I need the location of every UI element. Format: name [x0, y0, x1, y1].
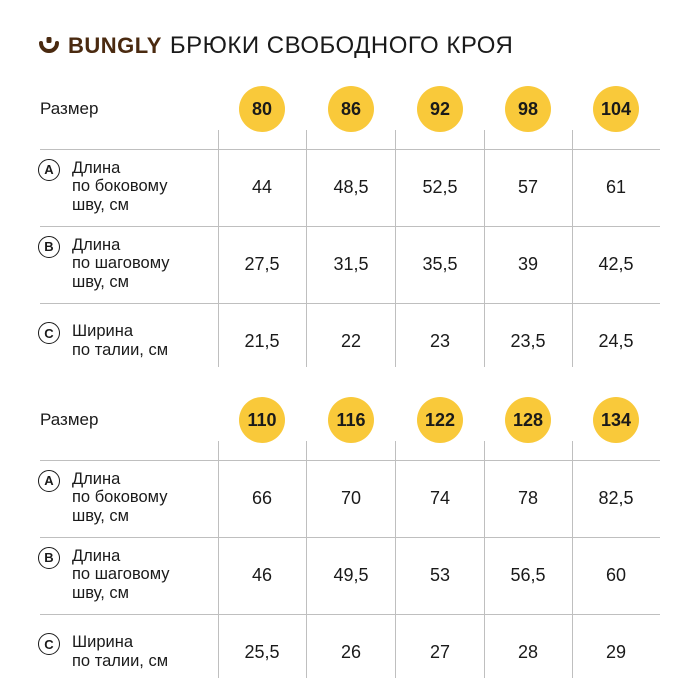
table-cell: 23,5 [510, 330, 546, 351]
measure-label-line: Ширина [72, 633, 134, 651]
measure-label: Длина по боковому шву, см [72, 159, 212, 215]
column-divider [484, 441, 485, 678]
measure-letter-badge: A [38, 469, 60, 492]
table-cell: 35,5 [422, 253, 458, 274]
row-divider [40, 303, 660, 304]
table-cell: 28 [517, 641, 539, 662]
size-badge: 86 [328, 86, 374, 132]
row-divider [40, 537, 660, 538]
table-cell: 57 [517, 176, 539, 197]
table-row: C Ширина по талии, см 21,5 22 23 23,5 24,5 [0, 303, 700, 380]
size-badge: 104 [593, 86, 639, 132]
table-cell: 39 [517, 253, 539, 274]
table-cell: 25,5 [244, 641, 280, 662]
size-badge: 92 [417, 86, 463, 132]
measure-label-line: Длина [72, 235, 121, 254]
column-divider [218, 441, 219, 678]
measure-label: Длина по боковому шву, см [72, 470, 212, 526]
measure-label-line: по шаговому [72, 254, 170, 273]
measure-label-line: шву, см [72, 583, 130, 602]
size-header-row: Размер 110 116 122 128 134 [0, 397, 700, 445]
size-badge: 122 [417, 397, 463, 443]
table-cell: 42,5 [598, 253, 634, 274]
measure-letter-badge: B [38, 546, 60, 569]
table-cell: 23 [429, 330, 451, 351]
table-cell: 22 [340, 330, 362, 351]
size-badge: 116 [328, 397, 374, 443]
table-cell: 70 [340, 487, 362, 508]
table-cell: 27,5 [244, 253, 280, 274]
table-row: B Длина по шаговому шву, см 27,5 31,5 35,5 39 42… [0, 226, 700, 303]
table-cell: 44 [251, 176, 273, 197]
table-cell: 24,5 [598, 330, 634, 351]
measure-label-line: шву, см [72, 195, 130, 214]
table-cell: 21,5 [244, 330, 280, 351]
measure-label-line: Длина [72, 546, 121, 565]
table-cell: 61 [605, 176, 627, 197]
measure-letter-badge: C [38, 322, 60, 344]
size-header-label: Размер [40, 410, 99, 429]
measure-label-line: по боковому [72, 488, 168, 507]
table-cell: 31,5 [333, 253, 369, 274]
measure-label-line: Длина [72, 469, 121, 488]
table-cell: 66 [251, 487, 273, 508]
measure-label-line: по боковому [72, 177, 168, 196]
measure-label-line: Длина [72, 158, 121, 177]
column-divider [306, 441, 307, 678]
measure-label: Длина по шаговому шву, см [72, 236, 212, 292]
table-cell: 49,5 [333, 564, 369, 585]
table-cell: 52,5 [422, 176, 458, 197]
size-badge: 134 [593, 397, 639, 443]
row-divider [40, 226, 660, 227]
column-divider [218, 130, 219, 367]
size-header-label: Размер [40, 99, 99, 118]
column-divider [395, 130, 396, 367]
table-cell: 46 [251, 564, 273, 585]
column-divider [484, 130, 485, 367]
table-cell: 78 [517, 487, 539, 508]
measure-label-line: шву, см [72, 506, 130, 525]
measure-label: Ширина по талии, см [72, 633, 212, 670]
measure-letter-badge: A [38, 158, 60, 181]
table-cell: 48,5 [333, 176, 369, 197]
size-badge: 98 [505, 86, 551, 132]
table-row: A Длина по боковому шву, см 66 70 74 78 82,5 [0, 460, 700, 537]
brand-name: BUNGLY [68, 33, 162, 58]
measure-label: Длина по шаговому шву, см [72, 547, 212, 603]
size-header-row: Размер 80 86 92 98 104 [0, 86, 700, 134]
table-row: C Ширина по талии, см 25,5 26 27 28 29 [0, 614, 700, 691]
size-badge: 110 [239, 397, 285, 443]
table-cell: 27 [429, 641, 451, 662]
measure-label-line: по талии, см [72, 340, 169, 359]
column-divider [395, 441, 396, 678]
measure-label: Ширина по талии, см [72, 322, 212, 359]
table-cell: 53 [429, 564, 451, 585]
table-row: B Длина по шаговому шву, см 46 49,5 53 56,5 60 [0, 537, 700, 614]
size-badge: 80 [239, 86, 285, 132]
table-cell: 56,5 [510, 564, 546, 585]
table-cell: 82,5 [598, 487, 634, 508]
measure-letter-badge: B [38, 235, 60, 258]
column-divider [572, 130, 573, 367]
size-badge: 128 [505, 397, 551, 443]
measure-label-line: по талии, см [72, 651, 169, 670]
measure-label-line: по шаговому [72, 565, 170, 584]
measure-label-line: Ширина [72, 322, 134, 340]
table-row: A Длина по боковому шву, см 44 48,5 52,5 57 61 [0, 149, 700, 226]
table-cell: 26 [340, 641, 362, 662]
row-divider [40, 460, 660, 461]
table-cell: 29 [605, 641, 627, 662]
table-cell: 74 [429, 487, 451, 508]
measure-label-line: шву, см [72, 272, 130, 291]
table-cell: 60 [605, 564, 627, 585]
smile-cup-icon [38, 35, 60, 57]
page-header: BUNGLY БРЮКИ СВОБОДНОГО КРОЯ [38, 30, 513, 62]
page-title: БРЮКИ СВОБОДНОГО КРОЯ [169, 32, 514, 59]
row-divider [40, 149, 660, 150]
row-divider [40, 614, 660, 615]
measure-letter-badge: C [38, 633, 60, 655]
column-divider [306, 130, 307, 367]
column-divider [572, 441, 573, 678]
